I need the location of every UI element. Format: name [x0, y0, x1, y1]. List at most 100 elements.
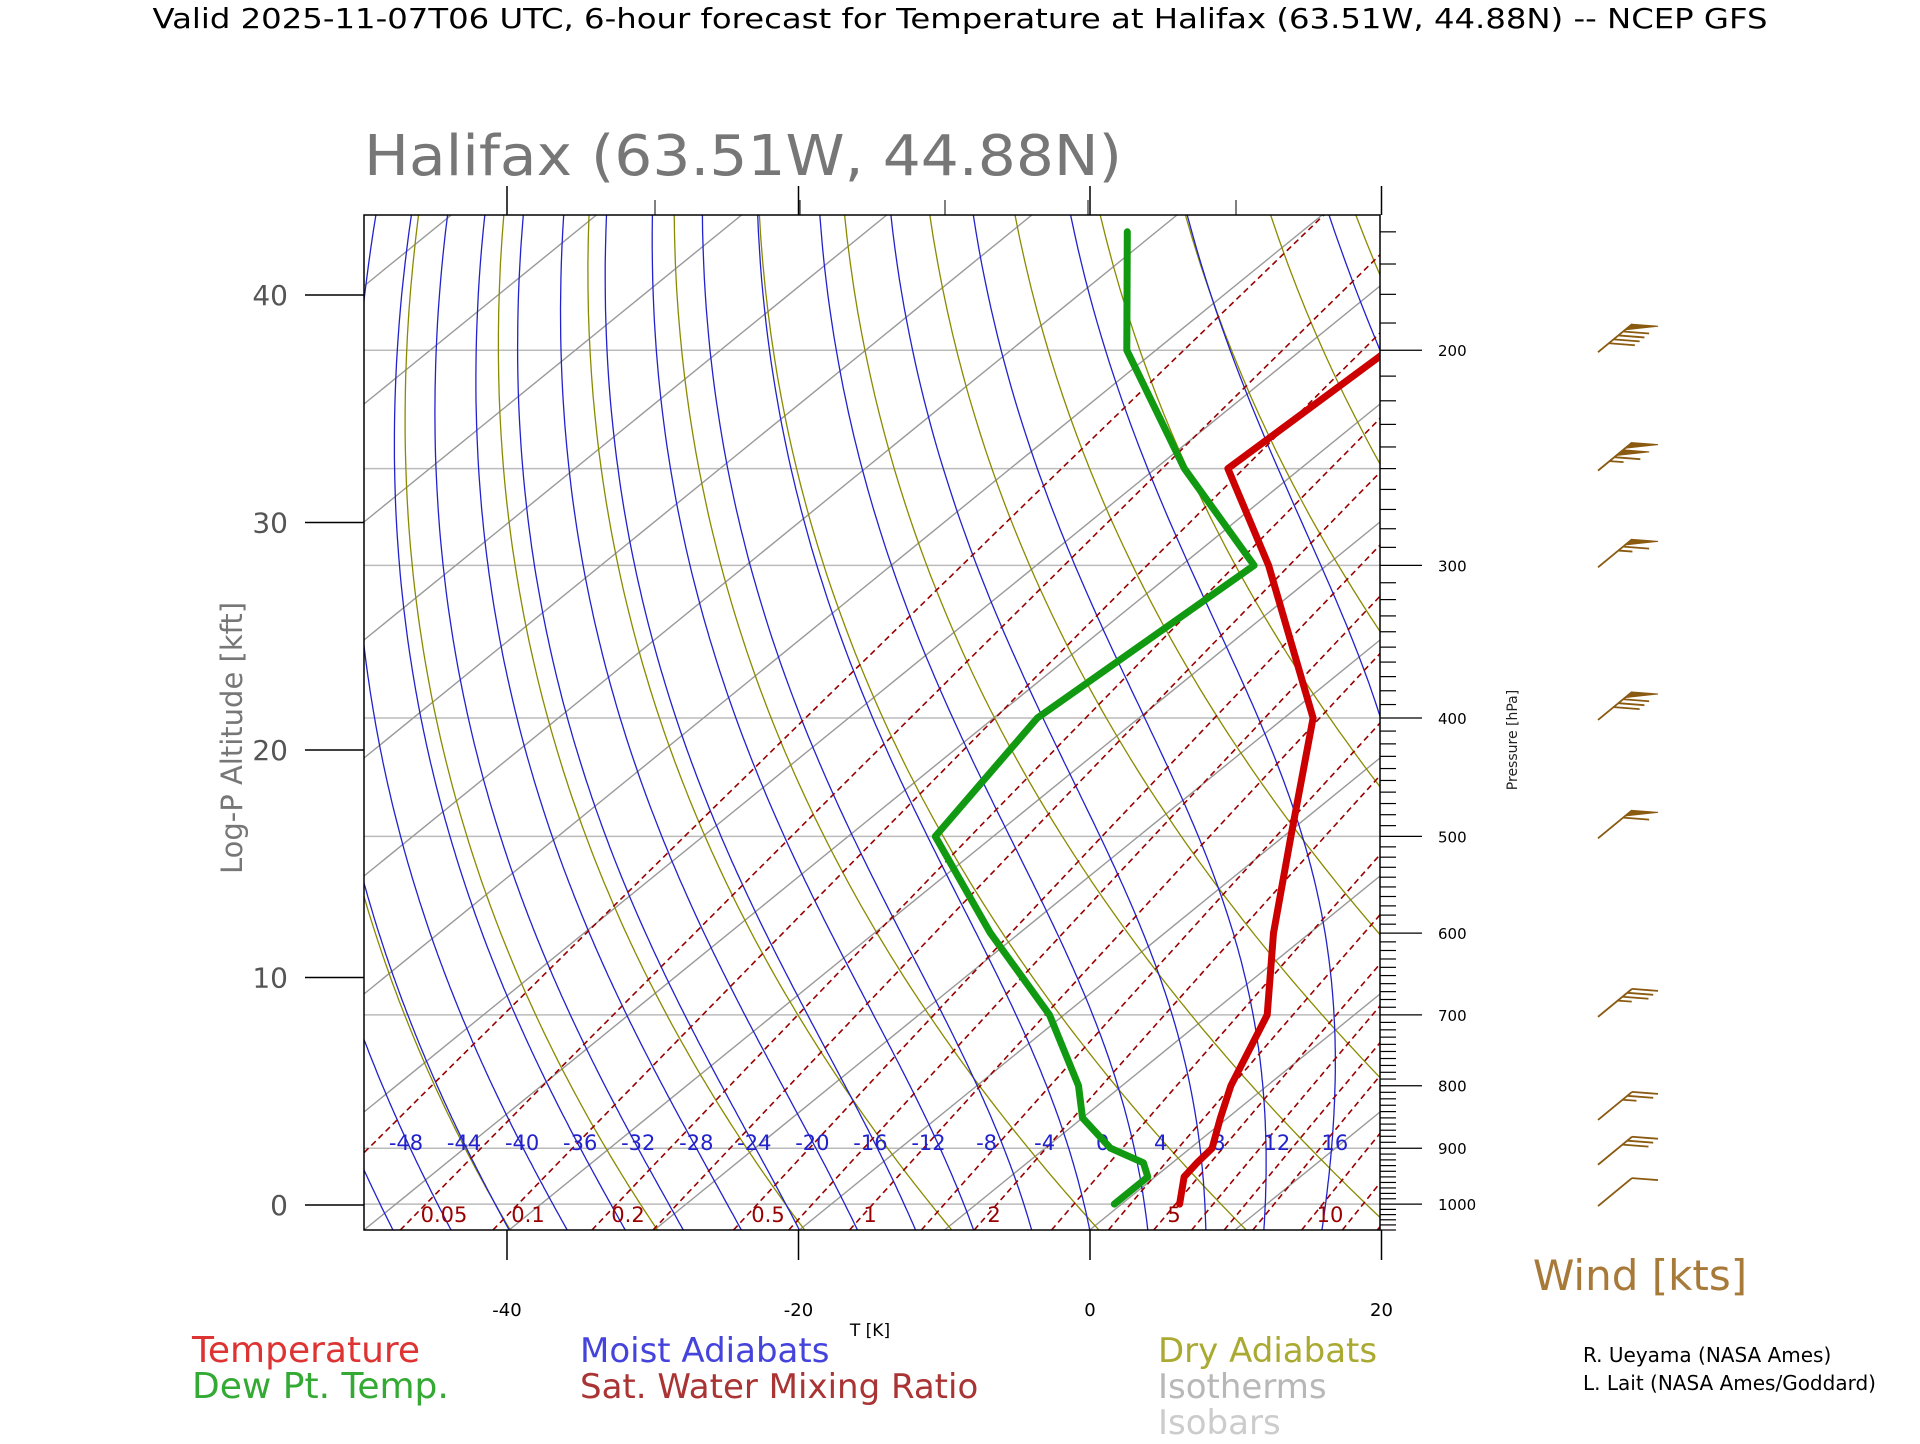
y-tick-label: 10 [252, 962, 288, 995]
isotherm-line [945, 215, 1920, 1230]
dry-adiabat-line [1526, 215, 1920, 1230]
barb-half [1622, 1100, 1636, 1101]
chart-subtitle: Halifax (63.51W, 44.88N) [364, 124, 1122, 189]
pressure-label: 900 [1438, 1140, 1467, 1158]
wind-barb [1598, 539, 1658, 567]
mixing-ratio-line [1154, 215, 1920, 1230]
moist-adiabat-label: -32 [621, 1131, 655, 1155]
pressure-label: 800 [1438, 1078, 1467, 1096]
mixing-ratio-line [734, 215, 1701, 1230]
moist-adiabat-line [1612, 215, 1920, 1230]
moist-adiabat-label: -20 [795, 1131, 829, 1155]
legend-dry-adiabats: Dry Adiabats [1158, 1331, 1377, 1371]
pressure-label: 500 [1438, 828, 1467, 846]
mixing-ratio-line [974, 215, 1898, 1230]
barb-flag [1632, 1092, 1658, 1094]
wind-barb [1598, 1178, 1658, 1206]
wind-barb [1598, 324, 1658, 352]
x-tick-label: -40 [492, 1300, 521, 1321]
moist-adiabat-line [561, 215, 858, 1230]
moist-adiabat-line [354, 215, 567, 1230]
barb-flag [1632, 1178, 1658, 1180]
moist-adiabat-line [232, 215, 393, 1230]
mixing-ratio-line [1302, 215, 1920, 1230]
barb-flag [1627, 993, 1653, 995]
mixing-ratio-line [493, 215, 1499, 1230]
moist-adiabat-line [1071, 215, 1336, 1230]
wind-barb [1598, 443, 1658, 471]
moist-adiabat-line [973, 215, 1266, 1230]
isotherm-line [0, 215, 887, 1230]
mixing-ratio-line [921, 215, 1855, 1230]
moist-adiabat-line [273, 215, 451, 1230]
barb-flag [1623, 332, 1649, 334]
barb-half [1610, 461, 1624, 462]
wind-barb [1598, 989, 1658, 1017]
x-tick-label: 0 [1084, 1300, 1095, 1321]
dry-adiabat-line [1100, 215, 1835, 1230]
moist-adiabat-label: -4 [1034, 1131, 1055, 1155]
barb-flag [1614, 457, 1640, 459]
moist-adiabat-line [435, 215, 683, 1230]
isotherm-line [0, 215, 16, 1230]
dry-adiabat-line [405, 215, 657, 1230]
barb-flag [1623, 547, 1649, 549]
mixing-ratio-line [1504, 215, 1920, 1230]
barb-half [1618, 551, 1632, 552]
y-tick-label: 20 [252, 734, 288, 767]
mixing-ratio-line [1574, 215, 1920, 1230]
mixing-ratio-line [789, 215, 1746, 1230]
mixing-ratio-label: 0.1 [511, 1203, 544, 1227]
pressure-label: 1000 [1438, 1196, 1476, 1214]
barb-staff [1598, 989, 1632, 1017]
barb-flag [1623, 818, 1649, 820]
pressure-label: 400 [1438, 710, 1467, 728]
moist-adiabat-label: -24 [737, 1131, 771, 1155]
mixing-ratio-line [1052, 215, 1920, 1230]
mixing-ratio-line [1224, 215, 1920, 1230]
credit-line-1: R. Ueyama (NASA Ames) [1583, 1343, 1831, 1367]
moist-adiabat-line [1554, 215, 1761, 1230]
dry-adiabat-line [1782, 215, 1920, 1230]
mixing-ratio-label: 0.2 [611, 1203, 644, 1227]
moist-adiabat-label: 4 [1154, 1131, 1167, 1155]
pressure-label: 600 [1438, 925, 1467, 943]
moist-adiabat-label: -40 [505, 1131, 539, 1155]
mixing-ratio-line [1192, 215, 1920, 1230]
dry-adiabat-line [1611, 215, 1920, 1230]
barb-flag [1614, 707, 1640, 709]
barb-staff [1598, 1178, 1632, 1206]
isotherm-line [0, 215, 306, 1230]
isotherm-line [0, 215, 596, 1230]
moist-adiabat-line [891, 215, 1206, 1230]
moist-adiabat-label: -48 [389, 1131, 423, 1155]
mixing-ratio-line [1253, 215, 1920, 1230]
barb-staff [1598, 1092, 1632, 1120]
pressure-label: 200 [1438, 342, 1467, 360]
x-axis-label: T [K] [849, 1321, 890, 1341]
moist-adiabat-label: -44 [447, 1131, 481, 1155]
isotherm-line [0, 215, 1032, 1230]
barb-half [1618, 1001, 1632, 1002]
barb-flag [1623, 699, 1649, 701]
dry-adiabat-line [1867, 215, 1920, 1230]
y-tick-label: 0 [270, 1189, 288, 1222]
moist-adiabat-label: 12 [1263, 1131, 1290, 1155]
wind-barb [1598, 1092, 1658, 1120]
moist-adiabat-line [314, 215, 510, 1230]
isotherm-line [0, 215, 161, 1230]
barb-flag [1622, 997, 1648, 999]
barb-staff [1598, 1137, 1632, 1165]
legend-mixing-ratio: Sat. Water Mixing Ratio [580, 1367, 978, 1407]
isotherm-line [0, 215, 742, 1230]
moist-adiabat-line [758, 215, 1090, 1230]
barb-flag [1618, 703, 1644, 705]
dry-adiabat-line [0, 215, 78, 1230]
plot-frame [364, 215, 1380, 1230]
mixing-ratio-line [1541, 215, 1920, 1230]
legend-isotherms: Isotherms [1158, 1367, 1327, 1407]
mixing-ratio-line [1342, 215, 1920, 1230]
